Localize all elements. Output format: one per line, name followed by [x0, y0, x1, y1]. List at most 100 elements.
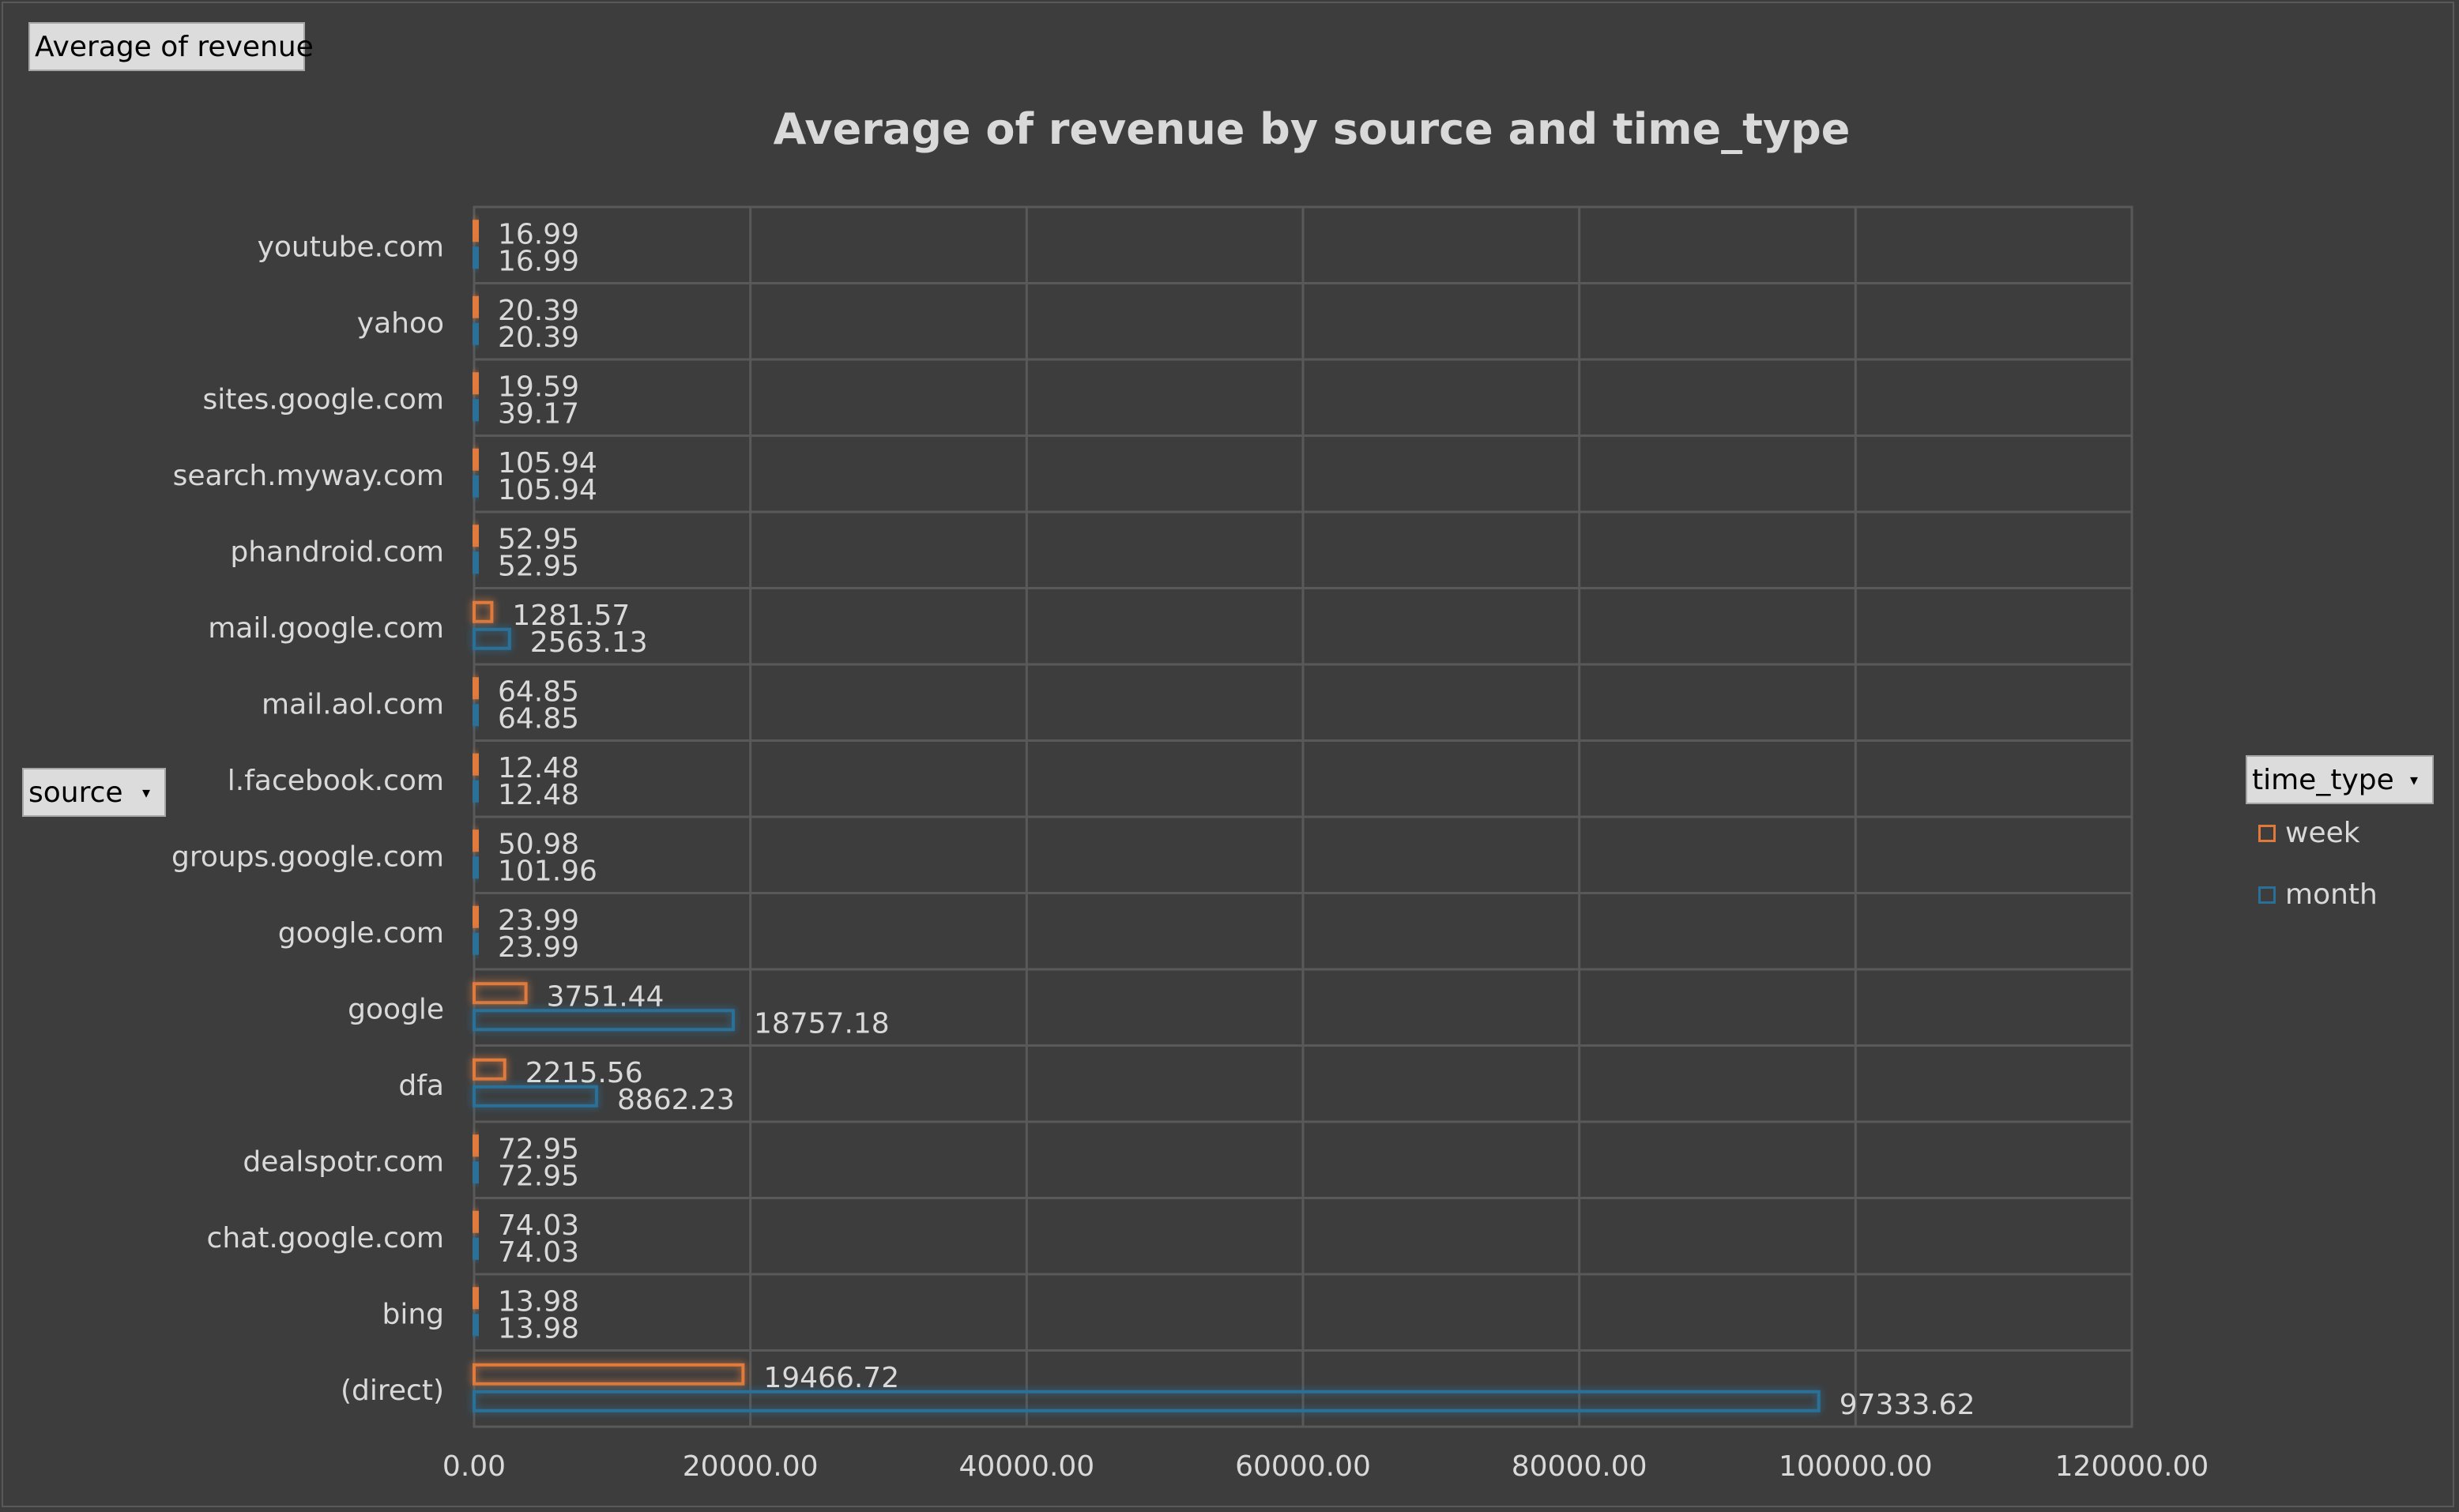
data-label-week: 23.99 [498, 905, 579, 937]
data-label-month: 23.99 [498, 931, 579, 964]
bar-month[interactable] [473, 551, 479, 574]
category-label: google [348, 993, 444, 1025]
data-label-week: 50.98 [498, 828, 579, 860]
bar-week[interactable] [473, 1134, 479, 1157]
bar-month[interactable] [473, 475, 479, 498]
bar-month[interactable] [473, 1161, 479, 1184]
data-label-week: 3751.44 [547, 980, 665, 1013]
data-label-week: 72.95 [498, 1133, 579, 1165]
filter-dropdown-icon: ▾ [141, 783, 150, 802]
bar-week[interactable] [473, 295, 479, 318]
data-label-month: 39.17 [498, 397, 579, 430]
data-label-week: 105.94 [498, 447, 597, 480]
bar-week[interactable] [473, 1210, 479, 1233]
category-label: youtube.com [258, 231, 444, 263]
legend-item-month[interactable]: month [2258, 878, 2378, 911]
bar-week[interactable] [473, 982, 528, 1005]
data-label-week: 19.59 [498, 370, 579, 403]
category-label: mail.google.com [208, 612, 444, 645]
category-label: search.myway.com [173, 460, 444, 492]
legend-swatch-week [2258, 824, 2276, 842]
data-label-month: 97333.62 [1840, 1389, 1975, 1421]
bar-week[interactable] [473, 677, 479, 700]
values-field-button[interactable]: Average of revenue [28, 22, 314, 71]
bar-week[interactable] [473, 525, 479, 547]
bar-week[interactable] [473, 600, 494, 623]
bar-month[interactable] [473, 1314, 479, 1337]
bar-week[interactable] [473, 1363, 745, 1386]
x-tick-label: 100000.00 [1779, 1450, 1933, 1483]
bar-month[interactable] [473, 1085, 598, 1108]
chart-title: Average of revenue by source and time_ty… [774, 104, 1851, 154]
data-label-week: 1281.57 [512, 600, 630, 632]
category-label: dealspotr.com [243, 1145, 444, 1178]
bar-month[interactable] [473, 856, 479, 879]
data-label-month: 2563.13 [530, 626, 648, 659]
bar-month[interactable] [473, 704, 479, 727]
x-axis-ticks: 0.00 20000.00 40000.00 60000.00 80000.00 1000… [442, 1450, 2209, 1483]
bar-week[interactable] [473, 220, 479, 243]
bar-week[interactable] [473, 905, 479, 928]
data-label-week: 2215.56 [525, 1057, 643, 1089]
bar-week[interactable] [473, 372, 479, 395]
time-type-field-button[interactable]: time_type ▾ [2246, 755, 2434, 804]
category-label: chat.google.com [207, 1222, 444, 1254]
x-tick-label: 20000.00 [683, 1450, 819, 1483]
category-label: google.com [278, 917, 444, 950]
data-label-week: 64.85 [498, 675, 579, 708]
data-label-month: 72.95 [498, 1160, 579, 1192]
bar-week[interactable] [473, 1058, 506, 1081]
data-label-week: 12.48 [498, 752, 579, 784]
category-label: phandroid.com [230, 536, 444, 568]
data-label-month: 12.48 [498, 779, 579, 811]
legend-item-week[interactable]: week [2258, 817, 2360, 849]
bar-week[interactable] [473, 448, 479, 471]
x-tick-label: 0.00 [442, 1450, 506, 1483]
grid [473, 205, 2133, 1428]
data-label-month: 52.95 [498, 550, 579, 582]
category-labels: youtube.com yahoo sites.google.com search.m… [171, 231, 444, 1407]
legend-label-week: week [2285, 817, 2360, 849]
data-label-month: 105.94 [498, 474, 597, 506]
data-label-month: 20.39 [498, 322, 579, 354]
bar-week[interactable] [473, 829, 479, 852]
legend-swatch-month [2258, 886, 2276, 904]
values-field-label: Average of revenue [35, 30, 314, 63]
source-field-button[interactable]: source ▾ [22, 768, 166, 817]
data-label-week: 74.03 [498, 1209, 579, 1242]
data-label-month: 8862.23 [617, 1084, 735, 1116]
x-tick-label: 120000.00 [2055, 1450, 2209, 1483]
category-label: groups.google.com [171, 841, 444, 873]
data-label-week: 19466.72 [763, 1362, 899, 1394]
bar-week[interactable] [473, 1287, 479, 1310]
bar-month[interactable] [473, 399, 479, 422]
category-label: sites.google.com [203, 383, 444, 416]
bar-month[interactable] [473, 1390, 1821, 1412]
data-label-month: 13.98 [498, 1312, 579, 1345]
category-label: mail.aol.com [262, 688, 444, 720]
data-label-week: 52.95 [498, 523, 579, 555]
category-label: bing [382, 1298, 444, 1330]
x-tick-label: 80000.00 [1512, 1450, 1647, 1483]
bar-month[interactable] [473, 322, 479, 345]
bar-month[interactable] [473, 932, 479, 955]
data-label-month: 101.96 [498, 855, 597, 887]
data-label-week: 13.98 [498, 1285, 579, 1318]
category-label: (direct) [341, 1375, 444, 1407]
bar-month[interactable] [473, 1237, 479, 1260]
source-field-label: source [28, 776, 123, 809]
x-tick-label: 60000.00 [1235, 1450, 1371, 1483]
bar-week[interactable] [473, 753, 479, 776]
bar-month[interactable] [473, 780, 479, 803]
category-label: yahoo [357, 307, 444, 340]
filter-dropdown-icon: ▾ [2409, 770, 2418, 789]
bar-month[interactable] [473, 246, 479, 269]
legend-label-month: month [2285, 878, 2378, 911]
bar-month[interactable] [473, 627, 511, 650]
category-label: l.facebook.com [228, 765, 444, 797]
bar-month[interactable] [473, 1009, 735, 1032]
data-label-week: 16.99 [498, 218, 579, 250]
